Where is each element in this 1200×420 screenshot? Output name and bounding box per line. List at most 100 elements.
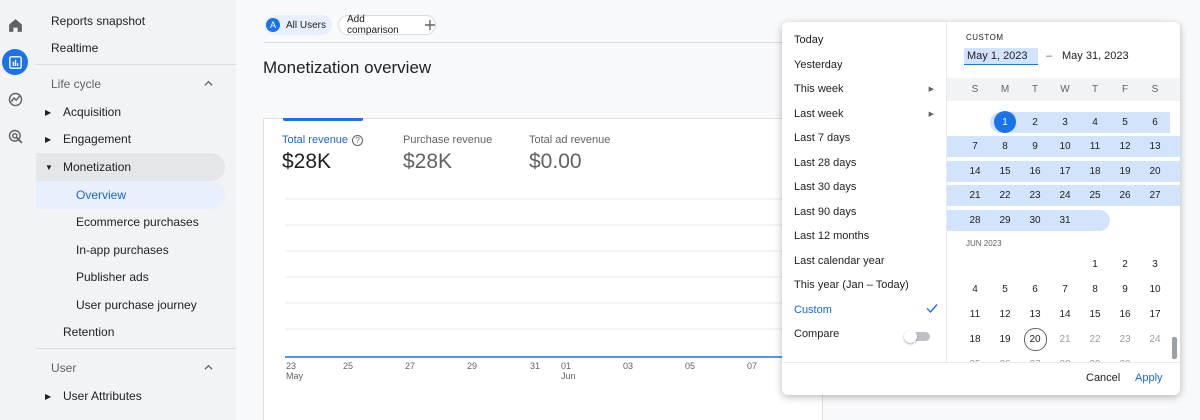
calendar-day[interactable]: 18 bbox=[969, 334, 981, 345]
metric-purchase-revenue[interactable]: Purchase revenue $28K bbox=[403, 134, 492, 174]
calendar-day[interactable]: 1 bbox=[1092, 259, 1098, 270]
calendar-day[interactable]: 30 bbox=[1110, 354, 1140, 362]
calendar-day[interactable]: 7 bbox=[1062, 284, 1068, 295]
preset-last-28-days[interactable]: Last 28 days bbox=[794, 153, 944, 173]
sidebar-item-retention[interactable]: Retention bbox=[36, 318, 225, 346]
calendar-day[interactable]: 9 bbox=[1032, 141, 1038, 152]
calendar-day[interactable]: 7 bbox=[972, 141, 978, 152]
sidebar-item-monetization[interactable]: ▼ Monetization bbox=[36, 153, 225, 181]
calendar-day[interactable]: 23 bbox=[1029, 190, 1041, 201]
calendar-day[interactable]: 15 bbox=[999, 166, 1011, 177]
calendar-day[interactable]: 21 bbox=[969, 190, 981, 201]
calendar-day[interactable]: 2 bbox=[1122, 259, 1128, 270]
compare-toggle[interactable] bbox=[904, 330, 932, 343]
calendar-day[interactable]: 14 bbox=[969, 166, 981, 177]
sidebar-item-in-app-purchases[interactable]: In-app purchases bbox=[36, 236, 225, 264]
calendar-day[interactable]: 13 bbox=[1149, 141, 1161, 152]
home-icon[interactable] bbox=[2, 12, 28, 38]
calendar-day[interactable]: 24 bbox=[1059, 190, 1071, 201]
calendar-day[interactable]: 27 bbox=[1149, 190, 1161, 201]
calendar-day[interactable]: 20 bbox=[1020, 328, 1050, 351]
calendar-day[interactable]: 21 bbox=[1059, 334, 1071, 345]
calendar-day[interactable]: 8 bbox=[1002, 141, 1008, 152]
calendar-day[interactable]: 16 bbox=[1119, 309, 1131, 320]
calendar-day[interactable]: 4 bbox=[972, 284, 978, 295]
calendar-day[interactable]: 3 bbox=[1152, 259, 1158, 270]
calendar-day[interactable]: 5 bbox=[1002, 284, 1008, 295]
start-date-input[interactable]: May 1, 2023 bbox=[964, 48, 1038, 65]
metric-total-ad-revenue[interactable]: Total ad revenue $0.00 bbox=[529, 134, 610, 174]
reports-icon[interactable] bbox=[2, 49, 28, 75]
calendar-day[interactable]: 27 bbox=[1020, 354, 1050, 362]
calendar-day[interactable]: 25 bbox=[1089, 190, 1101, 201]
cancel-button[interactable]: Cancel bbox=[1086, 372, 1121, 384]
preset-today[interactable]: Today bbox=[794, 30, 944, 50]
calendar-day[interactable]: 19 bbox=[999, 334, 1011, 345]
calendar-day[interactable]: 18 bbox=[1089, 166, 1101, 177]
end-date-input[interactable]: May 31, 2023 bbox=[1062, 50, 1129, 62]
preset-last-90-days[interactable]: Last 90 days bbox=[794, 202, 944, 222]
calendar-day[interactable]: 4 bbox=[1092, 117, 1098, 128]
sidebar-item-publisher-ads[interactable]: Publisher ads bbox=[36, 263, 225, 291]
sidebar-item-acquisition[interactable]: ▶ Acquisition bbox=[36, 98, 225, 126]
calendar-day[interactable]: 23 bbox=[1119, 334, 1131, 345]
sidebar-item-reports-snapshot[interactable]: Reports snapshot bbox=[51, 7, 240, 35]
sidebar-item-overview[interactable]: Overview bbox=[36, 181, 225, 209]
calendar-day[interactable]: 26 bbox=[1119, 190, 1131, 201]
calendar-day[interactable]: 30 bbox=[1029, 215, 1041, 226]
calendar-scrollbar[interactable] bbox=[1172, 337, 1177, 359]
calendar-day[interactable]: 22 bbox=[999, 190, 1011, 201]
explore-icon[interactable] bbox=[2, 86, 28, 112]
preset-last-week[interactable]: Last week ▶ bbox=[794, 104, 944, 124]
apply-button[interactable]: Apply bbox=[1135, 372, 1163, 384]
calendar-day[interactable]: 12 bbox=[999, 309, 1011, 320]
calendar-day[interactable]: 2 bbox=[1032, 117, 1038, 128]
calendar-day[interactable]: 29 bbox=[999, 215, 1011, 226]
calendar-day[interactable]: 5 bbox=[1122, 117, 1128, 128]
sidebar-item-ecommerce-purchases[interactable]: Ecommerce purchases bbox=[36, 208, 225, 236]
calendar-day[interactable]: 11 bbox=[969, 309, 981, 320]
preset-last-30-days[interactable]: Last 30 days bbox=[794, 177, 944, 197]
calendar-day[interactable]: 20 bbox=[1149, 166, 1161, 177]
preset-last-7-days[interactable]: Last 7 days bbox=[794, 128, 944, 148]
calendar-day[interactable]: 28 bbox=[1050, 354, 1080, 362]
sidebar-section-lifecycle[interactable]: Life cycle bbox=[51, 70, 225, 98]
calendar-day[interactable]: 10 bbox=[1059, 141, 1071, 152]
calendar-day[interactable]: 14 bbox=[1059, 309, 1071, 320]
advertising-icon[interactable] bbox=[2, 123, 28, 149]
metric-total-revenue[interactable]: Total revenue? $28K bbox=[282, 134, 364, 174]
preset-last-calendar-year[interactable]: Last calendar year bbox=[794, 251, 944, 271]
sidebar-item-user-attributes[interactable]: ▶ User Attributes bbox=[36, 382, 225, 410]
calendar-day[interactable]: 10 bbox=[1149, 284, 1161, 295]
help-icon[interactable]: ? bbox=[352, 135, 364, 146]
preset-custom[interactable]: Custom bbox=[794, 300, 944, 320]
calendar-day[interactable]: 8 bbox=[1092, 284, 1098, 295]
calendar-day[interactable]: 3 bbox=[1062, 117, 1068, 128]
calendar-day[interactable]: 15 bbox=[1089, 309, 1101, 320]
preset-this-year-jan-today[interactable]: This year (Jan – Today) bbox=[794, 275, 944, 295]
preset-this-week[interactable]: This week ▶ bbox=[794, 79, 944, 99]
sidebar-section-user[interactable]: User bbox=[51, 354, 225, 382]
calendar-day[interactable]: 28 bbox=[969, 215, 981, 226]
sidebar-item-user-purchase-journey[interactable]: User purchase journey bbox=[36, 291, 225, 319]
calendar-day[interactable]: 22 bbox=[1089, 334, 1101, 345]
calendar-day[interactable]: 6 bbox=[1152, 117, 1158, 128]
calendar-day[interactable]: 29 bbox=[1080, 354, 1110, 362]
calendar-day[interactable]: 26 bbox=[990, 354, 1020, 362]
calendar-day[interactable]: 12 bbox=[1119, 141, 1131, 152]
preset-yesterday[interactable]: Yesterday bbox=[794, 55, 944, 75]
calendar-day[interactable]: 17 bbox=[1059, 166, 1071, 177]
segment-chip-all-users[interactable]: A All Users bbox=[264, 15, 332, 35]
calendar-day[interactable]: 1 bbox=[990, 111, 1020, 133]
sidebar-item-realtime[interactable]: Realtime bbox=[51, 34, 240, 62]
calendar-day[interactable]: 16 bbox=[1029, 166, 1041, 177]
calendar-day[interactable]: 13 bbox=[1029, 309, 1041, 320]
calendar-day[interactable]: 6 bbox=[1032, 284, 1038, 295]
calendar-day[interactable]: 31 bbox=[1059, 215, 1071, 226]
calendar-day[interactable]: 19 bbox=[1119, 166, 1131, 177]
calendar-day[interactable]: 17 bbox=[1149, 309, 1161, 320]
calendar-day[interactable]: 25 bbox=[960, 354, 990, 362]
preset-last-12-months[interactable]: Last 12 months bbox=[794, 226, 944, 246]
sidebar-item-engagement[interactable]: ▶ Engagement bbox=[36, 125, 225, 153]
calendar-day[interactable]: 11 bbox=[1089, 141, 1101, 152]
